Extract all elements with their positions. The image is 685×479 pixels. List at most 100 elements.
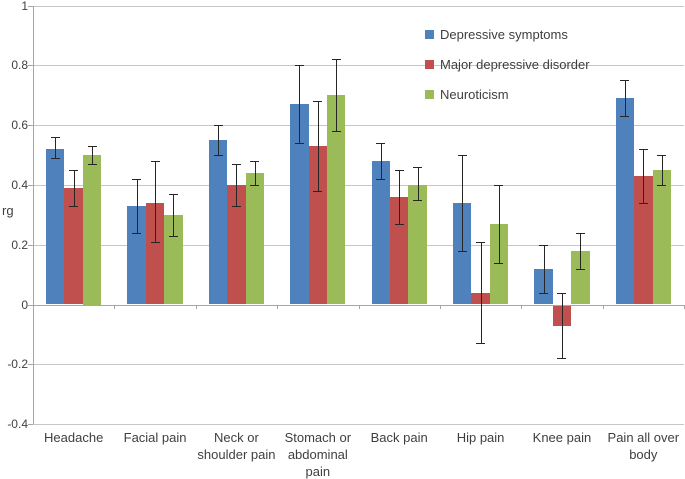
- error-bar: [55, 137, 57, 158]
- error-bar: [498, 184, 500, 263]
- y-tick-label: 0.4: [11, 177, 28, 192]
- error-bar-cap-top: [376, 143, 386, 145]
- bar-major-depressive-disorder: [308, 146, 327, 305]
- error-bar-cap-bottom: [476, 343, 486, 345]
- x-axis-tick: [439, 304, 441, 309]
- y-tick-label: 0: [21, 297, 28, 312]
- error-bar: [462, 155, 464, 251]
- error-bar-cap-top: [168, 193, 178, 195]
- error-bar-cap-bottom: [539, 292, 549, 294]
- bar-depressive-symptoms: [46, 149, 65, 305]
- error-bar-cap-bottom: [331, 131, 341, 133]
- error-bar: [254, 160, 256, 185]
- bar-depressive-symptoms: [127, 205, 146, 305]
- error-bar-cap-top: [213, 125, 223, 127]
- error-bar-cap-bottom: [69, 205, 79, 207]
- error-bar-cap-bottom: [376, 178, 386, 180]
- bar-neuroticism: [652, 169, 671, 305]
- error-bar-cap-bottom: [413, 199, 423, 201]
- legend-label: Depressive symptoms: [440, 27, 568, 43]
- error-bar-cap-top: [69, 169, 79, 171]
- x-axis-tick: [521, 304, 523, 309]
- error-bar-cap-bottom: [132, 232, 142, 234]
- bar-neuroticism: [571, 250, 590, 305]
- error-bar-cap-bottom: [250, 184, 260, 186]
- x-axis-tick: [33, 304, 34, 309]
- error-bar-cap-bottom: [494, 262, 504, 264]
- bar-neuroticism: [82, 155, 102, 305]
- x-category-label: Headache: [44, 430, 104, 445]
- error-bar: [299, 65, 301, 144]
- gridline: [33, 424, 684, 426]
- error-bar-cap-top: [394, 169, 404, 171]
- error-bar: [580, 232, 582, 269]
- y-axis-line: [33, 5, 34, 425]
- legend: Depressive symptoms Major depressive diso…: [425, 26, 590, 116]
- bar-major-depressive-disorder: [389, 196, 409, 305]
- x-axis-tick: [602, 304, 604, 309]
- error-bar-cap-top: [620, 80, 630, 82]
- error-bar-cap-bottom: [294, 143, 304, 145]
- bar-major-depressive-disorder: [471, 292, 490, 305]
- bar-depressive-symptoms: [290, 104, 309, 305]
- error-bar-cap-top: [250, 160, 260, 162]
- error-bar: [624, 80, 626, 117]
- error-bar: [417, 166, 419, 200]
- y-axis-tick: [28, 65, 33, 67]
- bar-major-depressive-disorder: [64, 187, 83, 305]
- legend-swatch-icon: [425, 90, 434, 100]
- error-bar-cap-top: [539, 244, 549, 246]
- y-axis-tick: [28, 244, 33, 246]
- legend-item: Neuroticism: [425, 86, 590, 116]
- error-bar-cap-top: [494, 184, 504, 186]
- error-bar-cap-top: [413, 166, 423, 168]
- error-bar-cap-top: [457, 155, 467, 156]
- x-axis-tick: [195, 304, 197, 309]
- error-bar-cap-top: [638, 149, 648, 151]
- y-axis-tick: [28, 125, 33, 127]
- error-bar-cap-bottom: [620, 116, 630, 118]
- y-axis-title: rg: [2, 203, 14, 218]
- bar-neuroticism: [408, 184, 427, 305]
- x-category-label: Facial pain: [123, 430, 187, 445]
- error-bar-cap-bottom: [231, 205, 241, 207]
- legend-item: Major depressive disorder: [425, 56, 590, 86]
- error-bar-cap-bottom: [168, 235, 178, 237]
- y-tick-label: 0.2: [11, 237, 28, 252]
- error-bar: [136, 178, 138, 233]
- error-bar-cap-top: [476, 241, 486, 243]
- bar-depressive-symptoms: [615, 98, 635, 305]
- bar-depressive-symptoms: [208, 140, 228, 305]
- x-axis-tick: [277, 304, 279, 309]
- error-bar: [155, 160, 157, 242]
- error-bar-cap-bottom: [575, 268, 585, 270]
- y-tick-label: 0.6: [11, 118, 28, 133]
- x-category-label: Knee pain: [532, 430, 592, 445]
- bar-neuroticism: [489, 223, 509, 305]
- legend-label: Neuroticism: [440, 87, 509, 103]
- bar-neuroticism: [245, 172, 265, 305]
- bar-depressive-symptoms: [371, 160, 390, 305]
- bar-depressive-symptoms: [534, 268, 553, 305]
- y-axis-tick: [28, 304, 33, 306]
- error-bar-cap-top: [331, 59, 341, 61]
- gridline: [33, 125, 684, 127]
- x-category-label: Stomach or abdominal pain: [284, 430, 352, 479]
- bar-major-depressive-disorder: [634, 175, 653, 305]
- error-bar-cap-bottom: [87, 163, 97, 165]
- gridline: [33, 244, 684, 246]
- bar-major-depressive-disorder: [552, 305, 572, 327]
- error-bar: [336, 59, 338, 132]
- error-bar-cap-top: [557, 292, 567, 294]
- legend-label: Major depressive disorder: [440, 57, 590, 73]
- error-bar-cap-top: [294, 65, 304, 67]
- error-bar: [661, 155, 663, 185]
- error-bar: [218, 125, 220, 155]
- error-bar-cap-bottom: [150, 241, 160, 243]
- y-axis-tick: [28, 5, 33, 7]
- error-bar-cap-bottom: [50, 157, 60, 159]
- legend-item: Depressive symptoms: [425, 26, 590, 56]
- error-bar-cap-top: [150, 160, 160, 162]
- legend-swatch-icon: [425, 60, 434, 70]
